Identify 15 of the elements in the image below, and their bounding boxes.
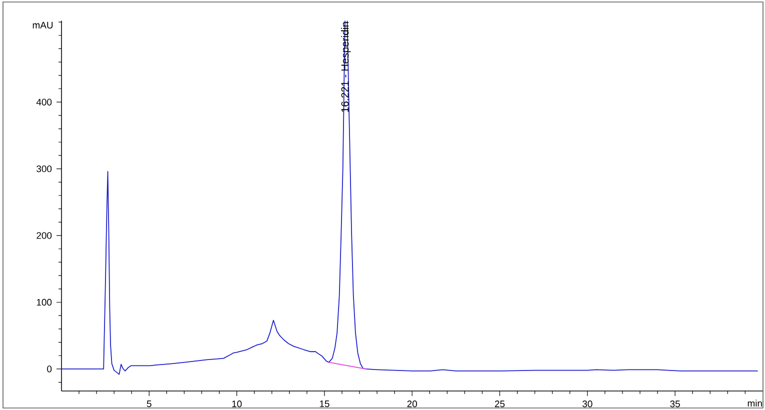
x-tick-label: 20 (407, 400, 417, 408)
y-tick-label: 400 (36, 98, 52, 106)
y-axis-title: mAU (32, 22, 53, 28)
x-tick-label: 35 (670, 400, 680, 408)
y-tick-label: 0 (47, 366, 52, 372)
x-tick-label: 15 (320, 400, 330, 408)
x-tick-label: 10 (232, 400, 242, 408)
x-axis-title: min (748, 400, 762, 407)
x-tick-label: 5 (146, 400, 152, 408)
x-tick-label: 30 (582, 400, 592, 408)
x-tick-label: 25 (494, 400, 505, 408)
y-tick-label: 100 (36, 298, 52, 306)
annotation: 16.221 - Hesperidin (340, 22, 351, 112)
y-tick-label: 300 (36, 165, 52, 172)
y-tick-label: 200 (36, 232, 52, 239)
